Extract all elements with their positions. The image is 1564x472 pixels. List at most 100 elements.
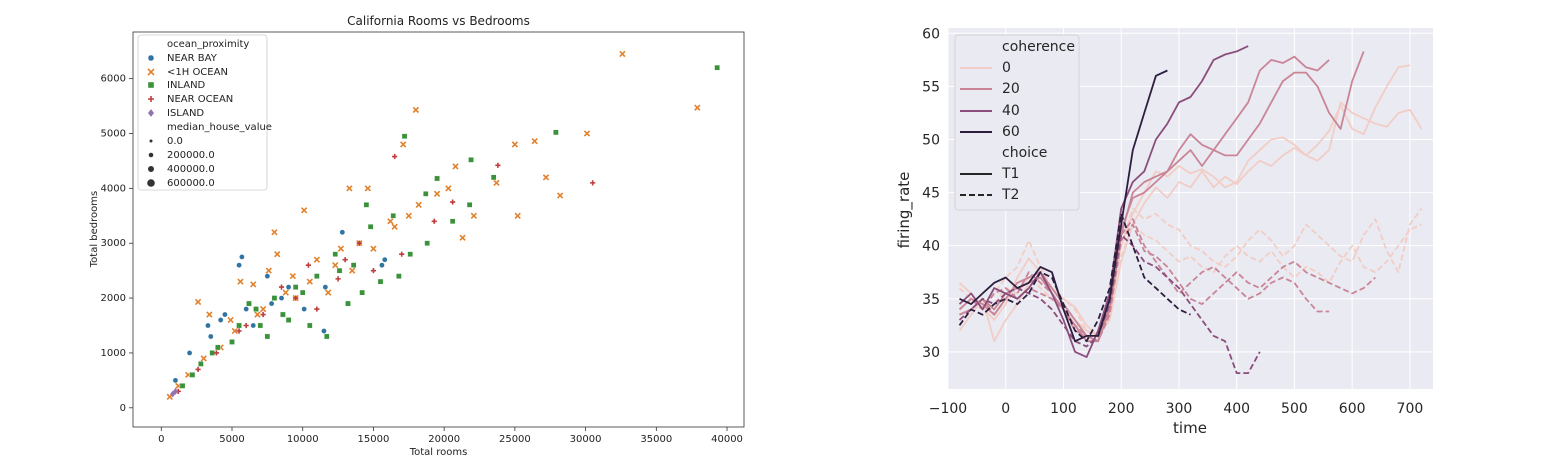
scatter-point-near-bay — [339, 229, 346, 236]
legend-label-choice-t2: T2 — [1001, 187, 1019, 203]
scatter-point-inland — [236, 322, 242, 329]
legend-label-island: ISLAND — [167, 108, 204, 119]
right-legend-hue-title: coherence — [1002, 39, 1075, 55]
right-y-tick-label: 55 — [922, 79, 940, 95]
scatter-point-1h-ocean — [306, 278, 313, 285]
right-x-axis-label: time — [1173, 419, 1207, 437]
right-x-tick-label: −100 — [929, 401, 967, 417]
scatter-point-near-bay — [301, 306, 307, 312]
scatter-point-1h-ocean — [337, 245, 345, 252]
left-x-axis-label: Total rooms — [409, 447, 468, 458]
scatter-point-1h-ocean — [391, 223, 398, 230]
scatter-point-near-ocean — [278, 284, 285, 290]
scatter-point-inland — [299, 289, 306, 296]
scatter-point-near-ocean — [195, 366, 201, 372]
scatter-point-inland — [350, 262, 357, 268]
left-y-tick-label: 4000 — [101, 183, 126, 194]
legend-size-marker-1 — [148, 152, 154, 158]
left-legend-markers — [147, 54, 155, 187]
line-coherence-60-t2 — [958, 212, 1191, 343]
scatter-point-near-ocean — [236, 328, 242, 334]
line-coherence-20-t2 — [959, 218, 1330, 343]
right-x-tick-label: 600 — [1339, 401, 1366, 417]
legend-size-label-0: 0.0 — [167, 136, 183, 147]
left-y-tick-label: 3000 — [101, 238, 126, 249]
legend-label-coherence-40: 40 — [1002, 103, 1020, 119]
scatter-point-1h-ocean — [452, 163, 459, 170]
legend-size-marker-3 — [147, 179, 155, 187]
scatter-point-near-bay — [250, 322, 257, 329]
scatter-point-1h-ocean — [694, 104, 701, 111]
scatter-point-inland — [332, 251, 339, 257]
legend-size-label-200k: 200000.0 — [167, 150, 215, 161]
scatter-point-1h-ocean — [271, 229, 278, 236]
scatter-point-inland — [377, 278, 384, 285]
scatter-point-near-ocean — [399, 251, 405, 257]
scatter-point-1h-ocean — [405, 212, 412, 219]
scatter-point-inland — [363, 202, 370, 208]
right-x-tick-label: 0 — [1001, 401, 1010, 417]
legend-marker-inland — [147, 81, 155, 89]
scatter-point-inland — [466, 202, 473, 208]
right-legend-style-title: choice — [1002, 145, 1047, 161]
scatter-point-near-bay — [322, 284, 329, 290]
scatter-point-inland — [468, 157, 474, 163]
legend-size-marker-0 — [149, 139, 153, 143]
scatter-point-inland — [215, 344, 221, 351]
left-chart-title: California Rooms vs Bedrooms — [347, 14, 530, 28]
scatter-point-inland — [396, 273, 402, 279]
scatter-point-1h-ocean — [511, 141, 519, 148]
left-y-tick-label: 0 — [120, 403, 126, 414]
left-legend: ocean_proximity NEAR BAY <1H OCEAN INLAN… — [137, 34, 272, 191]
scatter-point-inland — [285, 317, 292, 323]
scatter-point-1h-ocean — [282, 289, 289, 296]
scatter-point-1h-ocean — [514, 212, 521, 219]
scatter-point-near-ocean — [260, 311, 266, 318]
scatter-point-inland — [367, 223, 374, 230]
right-y-axis-label: firing_rate — [895, 172, 914, 249]
scatter-point-near-ocean — [213, 350, 220, 356]
scatter-point-near-bay — [172, 377, 179, 384]
right-x-tick-label: 100 — [1050, 401, 1077, 417]
scatter-point-near-bay — [264, 273, 271, 279]
scatter-point-1h-ocean — [346, 185, 353, 192]
legend-label-near-ocean: NEAR OCEAN — [167, 94, 233, 105]
right-x-tick-label: 200 — [1108, 401, 1135, 417]
right-x-tick-label: 500 — [1281, 401, 1308, 417]
left-y-tick-label: 2000 — [101, 293, 126, 304]
scatter-point-1h-ocean — [200, 355, 207, 362]
scatter-point-inland — [264, 333, 271, 340]
left-x-tick-label: 30000 — [570, 434, 602, 445]
scatter-point-1h-ocean — [619, 50, 626, 58]
right-y-tick-label: 35 — [922, 292, 940, 308]
scatter-point-1h-ocean — [274, 251, 281, 258]
legend-marker-1h-ocean — [147, 68, 155, 76]
scatter-point-inland — [407, 251, 414, 257]
scatter-point-near-ocean — [431, 218, 437, 224]
legend-size-marker-2 — [148, 166, 154, 172]
scatter-point-inland — [490, 174, 497, 181]
scatter-point-1h-ocean — [265, 267, 272, 274]
scatter-point-1h-ocean — [415, 201, 422, 208]
scatter-point-1h-ocean — [349, 267, 356, 274]
scatter-point-inland — [434, 175, 440, 182]
left-y-tick-label: 1000 — [101, 348, 126, 359]
scatter-point-near-bay — [222, 311, 228, 318]
right-legend-box — [954, 34, 1080, 211]
scatter-point-1h-ocean — [227, 316, 234, 324]
scatter-point-near-ocean — [293, 295, 299, 301]
scatter-point-inland — [253, 306, 259, 312]
line-coherence-20-t1 — [958, 55, 1330, 343]
scatter-point-inland — [314, 273, 320, 279]
left-legend-box — [137, 34, 268, 191]
scatter-point-1h-ocean — [300, 207, 308, 214]
scatter-point-1h-ocean — [583, 130, 591, 137]
scatter-point-inland — [271, 295, 278, 301]
line-coherence-0-t2 — [958, 207, 1423, 337]
scatter-point-inland — [422, 191, 429, 197]
scatter-point-inland — [229, 339, 235, 345]
scatter-point-near-bay — [207, 333, 214, 340]
legend-label-inland: INLAND — [167, 80, 206, 91]
scatter-point-1h-ocean — [194, 298, 202, 306]
